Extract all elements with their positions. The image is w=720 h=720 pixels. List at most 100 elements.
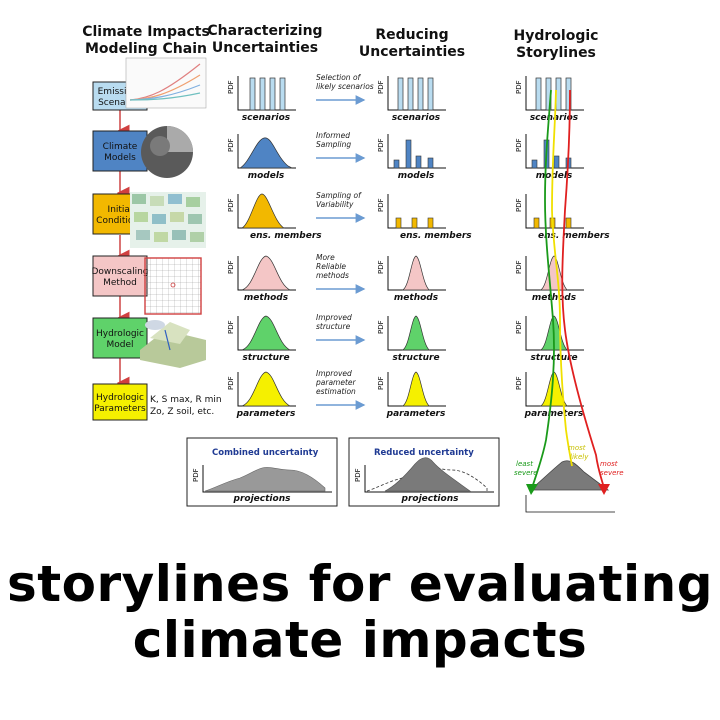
svg-text:Improved: Improved (316, 313, 352, 322)
svg-text:Combined uncertainty: Combined uncertainty (212, 448, 319, 458)
svg-text:Climate Impacts: Climate Impacts (82, 24, 210, 40)
row-label: ens. members (538, 231, 610, 241)
pdf-axis-label: PDF (515, 138, 523, 152)
row-label: models (536, 171, 573, 181)
svg-text:Characterizing: Characterizing (207, 23, 322, 39)
pdf-axis-label: PDF (227, 260, 235, 274)
row-label: methods (532, 293, 577, 303)
header-characterizing: Characterizing Uncertainties (207, 23, 322, 56)
row-label: methods (394, 293, 439, 303)
svg-text:Selection of: Selection of (316, 73, 362, 82)
row-label: parameters (524, 409, 584, 419)
svg-text:PDF: PDF (192, 468, 200, 482)
characterizing-plot-5: PDF parameters (227, 371, 296, 419)
reducing-plot-4: PDF structure (377, 315, 446, 363)
characterizing-plot-3: PDF methods (227, 255, 296, 303)
svg-text:projections: projections (401, 494, 460, 504)
svg-text:least: least (516, 460, 533, 468)
chain-box-label: Emissions (98, 87, 143, 97)
hydrologic-model-illustration (140, 320, 206, 368)
storyline-labels: least severe most likely most severe (514, 444, 624, 477)
storyline-plot-2: PDF ens. members (515, 194, 610, 241)
svg-text:Uncertainties: Uncertainties (212, 40, 318, 56)
row-label: scenarios (242, 113, 291, 123)
reducing-plot-3: PDF methods (377, 255, 446, 303)
chain-box-label: Climate (103, 142, 138, 152)
reducing-plot-0: PDF scenarios (377, 76, 446, 123)
reducing-plot-5: PDF parameters (377, 371, 446, 419)
svg-text:likely scenarios: likely scenarios (316, 82, 374, 91)
pdf-axis-label: PDF (377, 198, 385, 212)
svg-text:parameter: parameter (315, 378, 357, 387)
combined-uncertainty-panel: Combined uncertainty PDF projections (186, 437, 338, 507)
svg-text:Storylines: Storylines (516, 45, 596, 61)
svg-text:Reducing: Reducing (375, 27, 448, 43)
row-label: models (248, 171, 285, 181)
pdf-axis-label: PDF (515, 198, 523, 212)
svg-text:methods: methods (316, 271, 349, 280)
row-label: ens. members (250, 231, 322, 241)
header-reducing: Reducing Uncertainties (359, 27, 465, 60)
caption-line-2: climate impacts (132, 611, 588, 669)
caption: storylines for evaluating climate impact… (0, 556, 720, 668)
chain-box-label: Initial (108, 205, 133, 215)
uncertainty-diagram: Climate Impacts Modeling Chain Character… (82, 23, 624, 513)
chain-box-label: Model (106, 340, 133, 350)
characterizing-plot-1: PDF models (227, 134, 296, 181)
svg-text:severe: severe (514, 469, 538, 477)
pdf-axis-label: PDF (227, 198, 235, 212)
caption-line-1: storylines for evaluating (6, 555, 714, 613)
pdf-axis-label: PDF (515, 320, 523, 334)
row-label: parameters (386, 409, 446, 419)
chain-box-label: Downscaling (91, 267, 148, 277)
least-severe-storyline (531, 89, 555, 489)
storyline-plot-1: PDF models (515, 134, 584, 181)
header-chain: Climate Impacts Modeling Chain (82, 24, 210, 57)
pdf-axis-label: PDF (515, 376, 523, 390)
most-likely-storyline (551, 89, 573, 467)
row-label: structure (242, 353, 289, 363)
reducing-plot-1: PDF models (377, 134, 446, 181)
svg-text:Zo, Z soil, etc.: Zo, Z soil, etc. (150, 407, 214, 417)
storyline-paths (526, 89, 610, 495)
pdf-axis-label: PDF (377, 138, 385, 152)
characterizing-plot-4: PDF structure (227, 315, 296, 363)
svg-text:Hydrologic: Hydrologic (514, 28, 599, 44)
row-label: scenarios (392, 113, 441, 123)
svg-text:most: most (568, 444, 586, 452)
pdf-axis-label: PDF (377, 80, 385, 94)
svg-text:Sampling: Sampling (316, 140, 351, 149)
characterizing-column: PDF scenarios PDF models PDF ens. members PDF m… (227, 76, 322, 419)
svg-text:Reduced uncertainty: Reduced uncertainty (374, 448, 474, 458)
svg-text:Reliable: Reliable (316, 262, 346, 271)
svg-text:likely: likely (570, 453, 589, 461)
pdf-axis-label: PDF (227, 376, 235, 390)
pdf-axis-label: PDF (515, 80, 523, 94)
row-label: methods (244, 293, 289, 303)
chain-box-label: Models (104, 153, 136, 163)
chain-box-label: Scenarios (98, 98, 142, 108)
svg-text:Modeling Chain: Modeling Chain (85, 41, 207, 57)
svg-text:Sampling of: Sampling of (316, 191, 362, 200)
most-severe-storyline (561, 89, 605, 489)
chain-box-label: Hydrologic (96, 393, 144, 403)
storyline-projection-panel (525, 460, 615, 513)
svg-text:K, S max, R min: K, S max, R min (150, 395, 222, 405)
svg-text:Improved: Improved (316, 369, 352, 378)
emissions-plot-illustration (125, 57, 207, 109)
pdf-axis-label: PDF (227, 80, 235, 94)
reducing-column: PDF scenarios PDF models PDF ens. members PDF m… (377, 76, 472, 419)
reducing-plot-2: PDF ens. members (377, 194, 472, 241)
row-label: parameters (236, 409, 296, 419)
globe-illustration (141, 126, 193, 178)
svg-text:severe: severe (600, 469, 624, 477)
svg-text:PDF: PDF (354, 468, 362, 482)
